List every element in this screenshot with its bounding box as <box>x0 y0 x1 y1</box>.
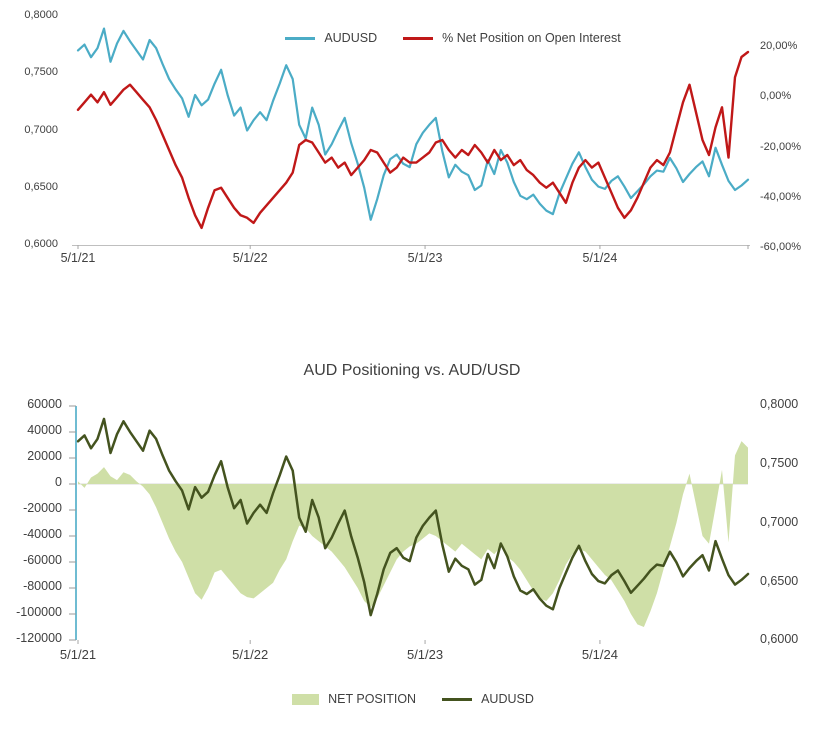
axis-tick-label: 0,6500 <box>24 180 58 193</box>
net-position-legend-label: NET POSITION <box>328 692 417 706</box>
axis-tick-label: -40,00% <box>760 190 801 203</box>
axis-tick-label: 5/1/23 <box>406 647 444 662</box>
axis-tick-label: 5/1/23 <box>407 251 443 265</box>
legend-item-audusd: AUDUSD <box>285 31 377 45</box>
bottom-chart-plot <box>69 405 750 644</box>
legend-item-audusd-bottom: AUDUSD <box>442 692 534 706</box>
top-chart-legend: AUDUSD % Net Position on Open Interest <box>78 31 788 45</box>
audusd-line-swatch <box>285 36 316 40</box>
axis-tick-label: -40000 <box>23 527 62 542</box>
bottom-chart-legend: NET POSITION AUDUSD <box>78 692 748 706</box>
axis-tick-label: 5/1/24 <box>582 251 618 265</box>
axis-tick-label: 0,6000 <box>24 238 58 251</box>
legend-item-net-position-pct: % Net Position on Open Interest <box>403 31 621 45</box>
bottom-chart: AUD Positioning vs. AUD/USD NET POSITION… <box>0 358 824 735</box>
axis-tick-label: 0,00% <box>760 90 792 103</box>
net-position-pct-legend-label: % Net Position on Open Interest <box>442 31 621 45</box>
axis-tick-label: 0,8000 <box>760 397 799 412</box>
axis-tick-label: 5/1/22 <box>232 647 269 662</box>
axis-tick-label: -20000 <box>23 501 62 516</box>
axis-tick-label: 0 <box>55 475 62 490</box>
axis-tick-label: 20000 <box>27 449 62 464</box>
axis-tick-label: -60000 <box>23 553 62 568</box>
axis-tick-label: -120000 <box>16 631 62 646</box>
legend-item-net-position: NET POSITION <box>292 692 416 706</box>
axis-tick-label: -20,00% <box>760 140 801 153</box>
top-chart-plot <box>72 27 750 249</box>
axis-tick-label: -80000 <box>23 579 62 594</box>
audusd-legend-label: AUDUSD <box>324 31 378 45</box>
axis-tick-label: 5/1/21 <box>59 647 97 662</box>
axis-tick-label: 5/1/24 <box>581 647 618 662</box>
axis-tick-label: 0,8000 <box>24 9 58 22</box>
axis-tick-label: 0,7500 <box>24 66 58 79</box>
audusd-bottom-legend-label: AUDUSD <box>481 692 534 706</box>
axis-tick-label: 5/1/21 <box>60 251 96 265</box>
axis-tick-label: 0,6000 <box>760 632 799 647</box>
axis-tick-label: 5/1/22 <box>232 251 268 265</box>
axis-tick-label: 0,6500 <box>760 573 799 588</box>
axis-tick-label: 0,7000 <box>760 514 799 529</box>
net-position-pct-line-swatch <box>403 36 434 40</box>
axis-tick-label: -100000 <box>16 605 62 620</box>
axis-tick-label: 60000 <box>27 397 62 412</box>
net-position-area-swatch <box>292 693 320 705</box>
top-chart: AUDUSD % Net Position on Open Interest 0… <box>0 0 824 310</box>
axis-tick-label: 20,00% <box>760 40 798 53</box>
audusd-bottom-line-swatch <box>442 697 473 701</box>
axis-tick-label: 40000 <box>27 423 62 438</box>
axis-tick-label: 0,7000 <box>24 123 58 136</box>
axis-tick-label: -60,00% <box>760 241 801 254</box>
bottom-chart-title: AUD Positioning vs. AUD/USD <box>303 362 521 379</box>
axis-tick-label: 0,7500 <box>760 456 799 470</box>
